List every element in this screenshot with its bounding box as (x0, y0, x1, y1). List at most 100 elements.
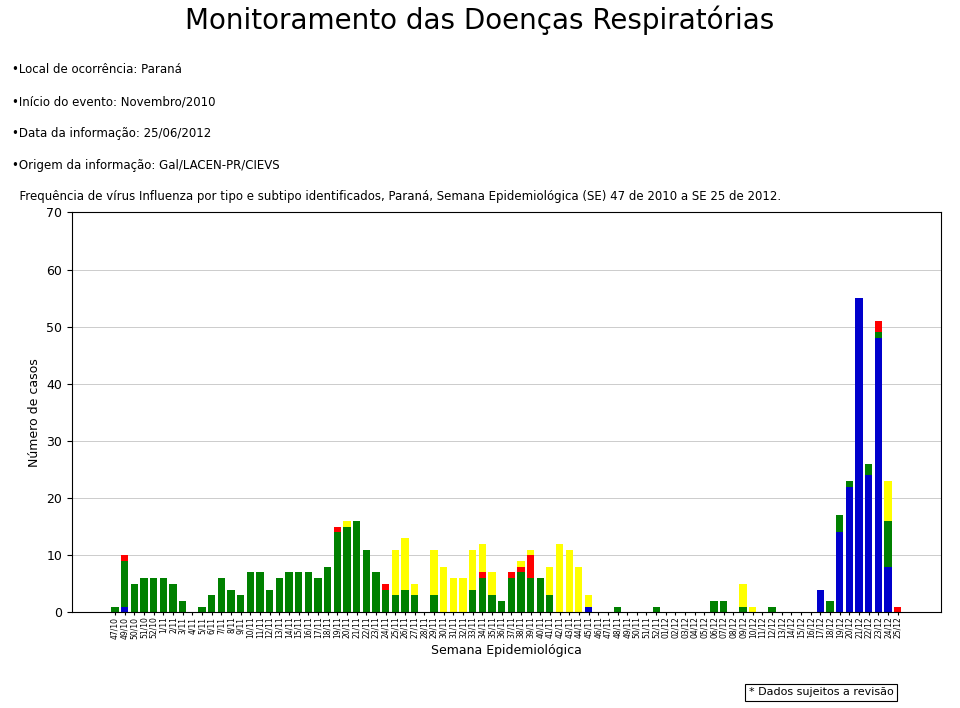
Bar (276, 578, 283, 612)
Bar (324, 566, 331, 612)
Text: •Origem da informação: Gal/LACEN-PR/CIEVS: •Origem da informação: Gal/LACEN-PR/CIEV… (12, 159, 279, 171)
Bar (537, 578, 543, 612)
Bar (565, 549, 573, 612)
Text: •Início do evento: Novembro/2010: •Início do evento: Novembro/2010 (12, 95, 215, 108)
Bar (208, 595, 215, 612)
Bar (846, 481, 853, 486)
Bar (585, 607, 592, 612)
Bar (382, 584, 389, 590)
Bar (884, 521, 892, 566)
Bar (710, 601, 718, 612)
Bar (392, 595, 399, 612)
Bar (121, 607, 129, 612)
Bar (170, 584, 177, 612)
Bar (218, 578, 225, 612)
Bar (527, 549, 534, 555)
Bar (884, 566, 892, 612)
Text: •Data da informação: 25/06/2012: •Data da informação: 25/06/2012 (12, 127, 211, 140)
Bar (459, 578, 467, 612)
Bar (846, 486, 853, 612)
Bar (556, 544, 564, 612)
Bar (199, 607, 205, 612)
Text: Monitoramento das Doenças Respiratórias: Monitoramento das Doenças Respiratórias (185, 6, 775, 35)
Bar (517, 561, 524, 566)
Bar (720, 601, 728, 612)
Bar (884, 481, 892, 521)
Bar (498, 601, 505, 612)
Text: •Local de ocorrência: Paraná: •Local de ocorrência: Paraná (12, 64, 181, 76)
Bar (256, 572, 264, 612)
Bar (479, 572, 486, 578)
Bar (827, 601, 833, 612)
Bar (768, 607, 776, 612)
Bar (344, 521, 350, 527)
Bar (266, 590, 274, 612)
Bar (855, 298, 863, 612)
Bar (508, 578, 515, 612)
Bar (653, 607, 660, 612)
Bar (180, 601, 186, 612)
Bar (247, 572, 254, 612)
Bar (479, 578, 486, 612)
Bar (411, 584, 419, 595)
Bar (517, 566, 524, 572)
Bar (401, 590, 409, 612)
Bar (817, 590, 824, 612)
Bar (585, 595, 592, 607)
Bar (372, 572, 379, 612)
Y-axis label: Número de casos: Número de casos (28, 358, 40, 467)
Bar (111, 607, 119, 612)
Bar (875, 338, 882, 612)
Bar (285, 572, 293, 612)
Bar (575, 566, 583, 612)
Bar (836, 532, 843, 612)
Bar (334, 527, 341, 532)
Bar (479, 544, 486, 572)
Bar (131, 584, 138, 612)
Bar (121, 555, 129, 561)
Bar (527, 578, 534, 612)
Bar (440, 566, 447, 612)
Bar (237, 595, 245, 612)
Bar (159, 578, 167, 612)
Text: * Dados sujeitos a revisão: * Dados sujeitos a revisão (749, 687, 894, 697)
Bar (121, 561, 129, 607)
Bar (875, 321, 882, 332)
Bar (411, 595, 419, 612)
Text: Frequência de vírus Influenza por tipo e subtipo identificados, Paraná, Semana E: Frequência de vírus Influenza por tipo e… (12, 190, 780, 203)
Bar (228, 590, 234, 612)
Bar (304, 572, 312, 612)
Bar (546, 595, 554, 612)
Bar (140, 578, 148, 612)
Bar (739, 607, 747, 612)
Bar (469, 549, 476, 590)
Bar (489, 595, 495, 612)
Bar (865, 475, 873, 612)
Bar (546, 566, 554, 595)
Bar (392, 549, 399, 595)
Bar (739, 584, 747, 607)
Bar (295, 572, 302, 612)
Bar (334, 532, 341, 612)
Bar (314, 578, 322, 612)
Bar (150, 578, 157, 612)
Bar (527, 555, 534, 578)
Bar (865, 464, 873, 475)
Bar (469, 590, 476, 612)
Bar (508, 572, 515, 578)
Bar (836, 515, 843, 532)
Bar (430, 549, 438, 595)
Bar (517, 572, 524, 612)
Bar (613, 607, 621, 612)
X-axis label: Semana Epidemiológica: Semana Epidemiológica (431, 644, 582, 657)
Bar (875, 333, 882, 338)
Bar (749, 607, 756, 612)
Bar (430, 595, 438, 612)
Bar (353, 521, 360, 612)
Bar (894, 607, 901, 612)
Bar (401, 538, 409, 590)
Bar (363, 549, 370, 612)
Bar (382, 590, 389, 612)
Bar (489, 572, 495, 595)
Bar (344, 527, 350, 612)
